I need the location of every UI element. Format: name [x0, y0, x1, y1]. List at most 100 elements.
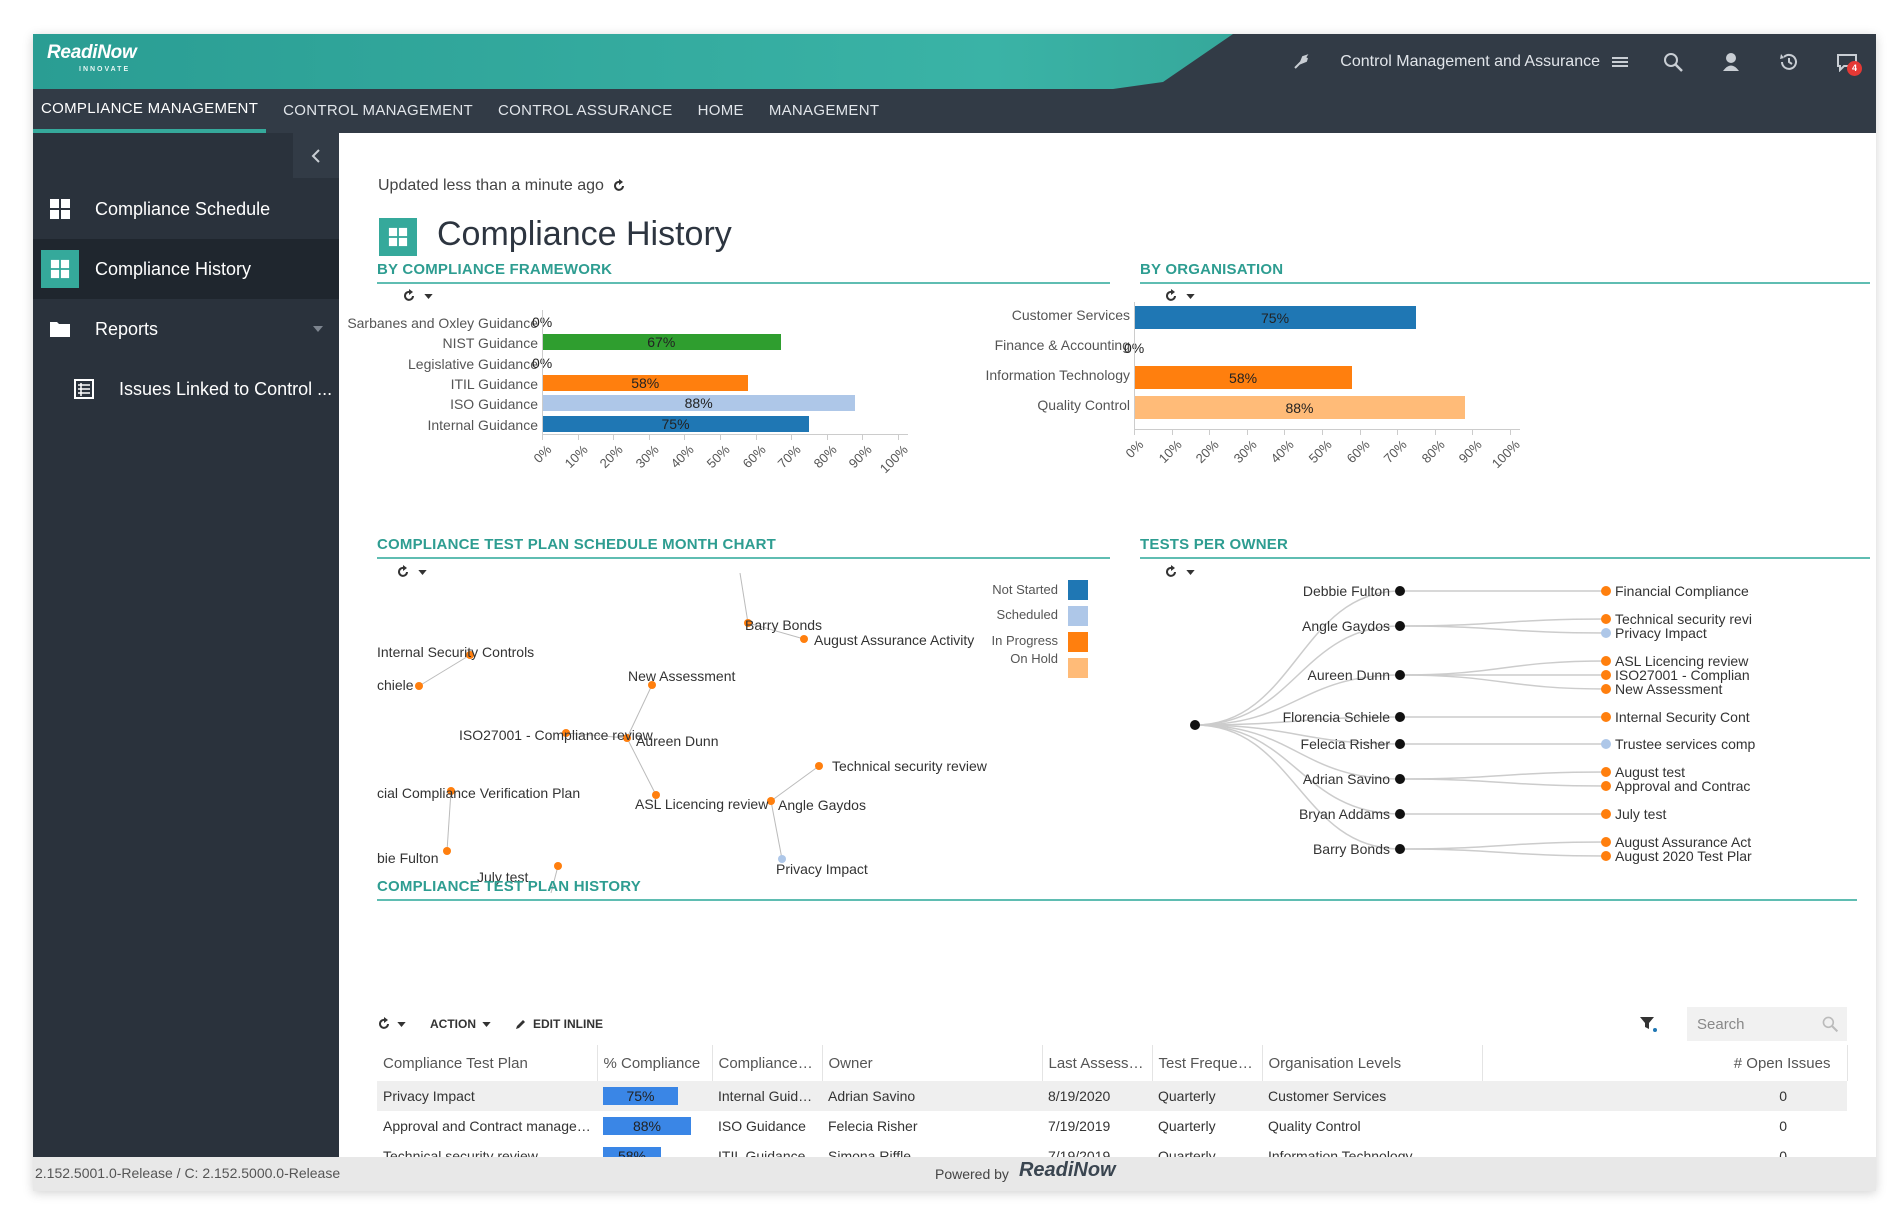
refresh-icon[interactable]	[612, 179, 626, 193]
caret-down-icon	[1186, 569, 1195, 575]
test-label: Approval and Contrac	[1615, 778, 1750, 794]
caret-down-icon	[313, 326, 323, 332]
column-header-open-issues[interactable]: # Open Issues	[1482, 1045, 1848, 1081]
caret-down-icon	[1186, 293, 1195, 299]
bar[interactable]	[542, 415, 809, 432]
tab-compliance-management[interactable]: COMPLIANCE MANAGEMENT	[33, 89, 267, 133]
schedule-refresh-menu[interactable]	[396, 565, 427, 579]
column-header-framework[interactable]: Compliance Fr...	[712, 1045, 823, 1081]
node-label: ISO27001 - Compliance review	[459, 727, 654, 743]
test-label: Trustee services comp	[1615, 736, 1756, 752]
bar[interactable]	[1134, 306, 1416, 329]
cell-plan: Approval and Contract management	[383, 1118, 597, 1134]
wrench-icon[interactable]	[1272, 34, 1330, 89]
test-node	[1601, 656, 1611, 666]
bar[interactable]	[1134, 396, 1465, 419]
refresh-icon	[398, 565, 408, 577]
node-label: New Assessment	[628, 668, 735, 684]
tree-root-node	[1190, 720, 1200, 730]
tab-management[interactable]: MANAGEMENT	[768, 102, 880, 119]
tree-link	[1194, 724, 1401, 745]
chat-icon[interactable]: 4	[1818, 34, 1876, 89]
compliance-bar: 88%	[603, 1117, 691, 1135]
page-title: Compliance History	[437, 215, 732, 253]
tree-link	[1194, 716, 1401, 726]
sidebar-item-reports[interactable]: Reports	[33, 299, 339, 359]
table-row[interactable]: Approval and Contract management 88% ISO…	[377, 1111, 1847, 1141]
cell-last-assessment: 7/19/2019	[1048, 1148, 1111, 1157]
node-label: Technical security review	[832, 758, 988, 774]
app-switcher[interactable]: Control Management and Assurance	[1330, 34, 1644, 89]
bar[interactable]	[542, 395, 856, 412]
tree-link	[1194, 724, 1401, 780]
cell-plan: Technical security review	[383, 1148, 538, 1157]
owner-refresh-menu[interactable]	[1164, 565, 1195, 579]
column-header-owner[interactable]: Owner	[822, 1045, 1043, 1081]
column-header-last-assessment[interactable]: Last Assessme...	[1042, 1045, 1153, 1081]
table-row[interactable]: Technical security review 58% ITIL Guida…	[377, 1141, 1847, 1157]
search-input[interactable]: Search	[1687, 1007, 1847, 1041]
footer: 2.152.5001.0-Release / C: 2.152.5000.0-R…	[33, 1157, 1876, 1191]
cell-plan: Privacy Impact	[377, 1081, 597, 1111]
edit-inline-button[interactable]: EDIT INLINE	[515, 1017, 603, 1031]
filter-icon[interactable]	[1639, 1016, 1657, 1032]
framework-refresh-menu[interactable]	[402, 289, 433, 303]
sidebar-item-compliance-history[interactable]: Compliance History	[33, 239, 339, 299]
sidebar-item-label: Compliance Schedule	[95, 198, 271, 219]
x-tick-label: 20%	[1192, 437, 1222, 467]
node-label: Barry Bonds	[745, 617, 822, 633]
tab-control-management[interactable]: CONTROL MANAGEMENT	[283, 102, 474, 119]
tab-home[interactable]: HOME	[697, 102, 744, 119]
refresh-icon	[379, 1017, 389, 1029]
bar[interactable]	[1134, 366, 1353, 389]
x-tick-mark	[1472, 429, 1474, 435]
organisation-refresh-menu[interactable]	[1164, 289, 1195, 303]
test-label: August test	[1615, 764, 1685, 780]
tab-control-assurance[interactable]: CONTROL ASSURANCE	[498, 102, 673, 119]
bar[interactable]	[542, 334, 781, 351]
bar-value-label: 58%	[631, 374, 660, 391]
history-icon[interactable]	[1760, 34, 1818, 89]
grid-header-row: Compliance Test Plan % Compliance Compli…	[377, 1045, 1848, 1081]
grid-refresh-menu[interactable]	[377, 1017, 406, 1031]
column-header-org-levels[interactable]: Organisation Levels	[1262, 1045, 1483, 1081]
x-tick-label: 60%	[1343, 437, 1373, 467]
column-header-plan[interactable]: Compliance Test Plan	[377, 1045, 598, 1081]
test-node	[1601, 670, 1611, 680]
search-icon[interactable]	[1644, 34, 1702, 89]
refresh-icon	[1166, 565, 1176, 577]
cell-open-issues: 0	[1779, 1118, 1787, 1134]
test-node	[1601, 739, 1611, 749]
search-icon	[1822, 1016, 1839, 1033]
owner-node	[1395, 809, 1405, 819]
cell-frequency: Quarterly	[1158, 1118, 1216, 1134]
test-label: Privacy Impact	[1615, 625, 1707, 641]
x-tick-mark	[1322, 429, 1323, 435]
column-header-compliance[interactable]: % Compliance	[597, 1045, 713, 1081]
sidebar-item-issues-linked[interactable]: Issues Linked to Control ...	[33, 359, 339, 419]
collapse-sidebar-button[interactable]	[293, 133, 339, 178]
node-barry-bonds	[744, 619, 752, 627]
x-tick-label: 40%	[1267, 437, 1298, 467]
action-label: ACTION	[430, 1017, 476, 1031]
bar[interactable]	[542, 374, 749, 391]
brand-logo[interactable]: ReadiNow	[47, 42, 137, 63]
sidebar-item-compliance-schedule[interactable]: Compliance Schedule	[33, 179, 339, 239]
powered-logo[interactable]: ReadiNow	[1018, 1159, 1116, 1181]
node-label: August Assurance Activity	[814, 632, 974, 648]
owner-label: Bryan Addams	[1299, 806, 1390, 822]
owner-node	[1395, 712, 1405, 722]
table-row[interactable]: Privacy Impact 75% Internal Guidan... Ad…	[377, 1081, 1847, 1111]
action-button[interactable]: ACTION	[430, 1017, 491, 1031]
user-icon[interactable]	[1702, 34, 1760, 89]
brand-tagline: INNOVATE	[79, 66, 131, 73]
bar-category-label: Sarbanes and Oxley Guidance	[347, 315, 538, 331]
node-label: chiele	[377, 677, 414, 693]
column-header-frequency[interactable]: Test Frequency	[1152, 1045, 1263, 1081]
node-chiele	[415, 682, 423, 690]
test-node	[1601, 781, 1611, 791]
test-node	[1601, 614, 1611, 624]
pencil-icon	[516, 1020, 525, 1029]
node-label: Angle Gaydos	[778, 797, 866, 813]
x-tick-mark	[684, 433, 686, 440]
